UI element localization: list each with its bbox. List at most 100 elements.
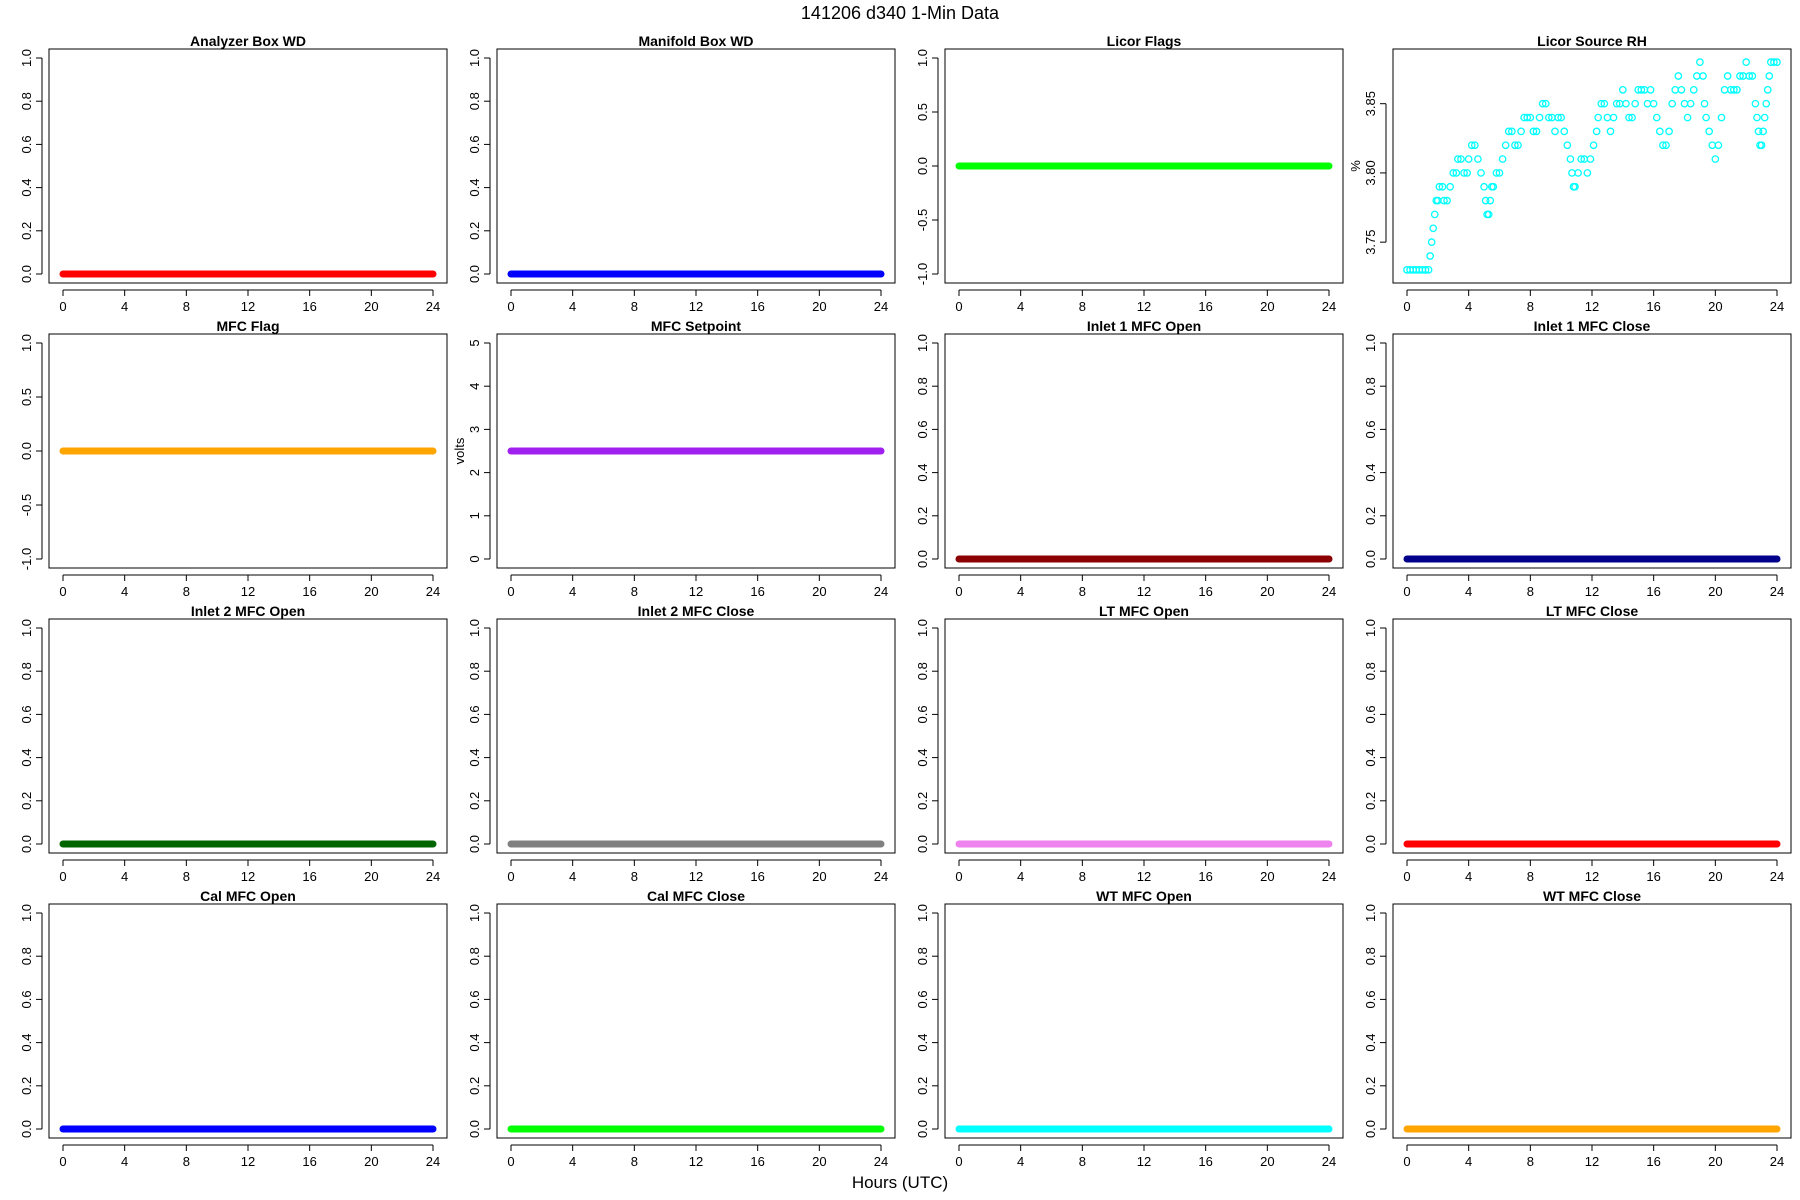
x-tick-label: 4 xyxy=(1017,299,1024,314)
y-tick-label: 1.0 xyxy=(467,619,482,637)
y-tick-label: 0.8 xyxy=(1363,947,1378,965)
y-tick-label: 0.8 xyxy=(1363,377,1378,395)
data-point xyxy=(1529,127,1538,136)
x-tick-label: 0 xyxy=(955,299,962,314)
x-tick-label: 8 xyxy=(183,869,190,884)
y-axis: 0.0 0.2 0.4 0.6 0.8 1.0 xyxy=(915,904,939,1138)
y-axis: 0.0 0.2 0.4 0.6 0.8 1.0 xyxy=(1363,904,1387,1138)
y-tick-label: 3.85 xyxy=(1363,91,1378,116)
y-tick-label: 0.8 xyxy=(19,92,34,110)
data-point xyxy=(1535,113,1544,122)
data-point xyxy=(1429,224,1438,233)
data-point xyxy=(1460,169,1468,177)
data-point xyxy=(1700,99,1709,108)
y-tick-label: -1.0 xyxy=(915,263,930,285)
x-tick-label: 0 xyxy=(1403,869,1410,884)
x-tick-label: 20 xyxy=(364,299,378,314)
y-tick-label: 0.4 xyxy=(1363,464,1378,482)
x-tick-label: 24 xyxy=(1770,584,1784,599)
y-axis: -1.0 -0.5 0.0 0.5 1.0 xyxy=(915,49,939,285)
y-axis-label: % xyxy=(1348,160,1363,172)
y-tick-label: 1.0 xyxy=(19,49,34,67)
x-tick-label: 8 xyxy=(1527,1154,1534,1169)
data-point xyxy=(1464,155,1473,163)
panel-title: Analyzer Box WD xyxy=(190,33,306,49)
x-tick-label: 0 xyxy=(955,584,962,599)
x-tick-label: 12 xyxy=(689,869,703,884)
panel-title: WT MFC Close xyxy=(1543,888,1641,904)
data-point xyxy=(1699,72,1707,80)
y-tick-label: 0.0 xyxy=(19,1120,34,1138)
data-point xyxy=(1748,72,1757,80)
x-tick-label: 20 xyxy=(1260,299,1274,314)
y-tick-label: 0.0 xyxy=(915,157,930,175)
panel: Licor Source RH 0 4 8 12 16 20 24 3.75 3.80 3.85% xyxy=(1348,33,1792,314)
y-tick-label: 0.4 xyxy=(19,1034,34,1052)
data-point xyxy=(1574,169,1582,177)
y-axis-label: volts xyxy=(452,437,467,464)
y-tick-label: 3 xyxy=(467,426,482,433)
data-point xyxy=(1733,85,1741,94)
x-tick-label: 20 xyxy=(1708,584,1722,599)
y-tick-label: 0 xyxy=(467,555,482,562)
data-point xyxy=(1723,72,1732,80)
y-tick-label: 0.4 xyxy=(19,749,34,767)
x-axis: 0 4 8 12 16 20 24 xyxy=(955,1144,1336,1169)
data-point xyxy=(1677,85,1686,94)
y-tick-label: 0.6 xyxy=(1363,705,1378,723)
data-point xyxy=(1729,85,1738,94)
plot-frame xyxy=(496,333,896,569)
y-tick-label: 1.0 xyxy=(915,619,930,637)
y-tick-label: 0.2 xyxy=(19,222,34,240)
x-tick-label: 16 xyxy=(1646,584,1660,599)
y-tick-label: 0.4 xyxy=(467,749,482,767)
data-point xyxy=(1454,155,1462,163)
data-point xyxy=(1745,72,1754,80)
y-tick-label: 0.6 xyxy=(1363,420,1378,438)
y-tick-label: 1.0 xyxy=(1363,904,1378,922)
data-point xyxy=(1551,127,1559,136)
y-tick-label: 0.4 xyxy=(915,1034,930,1052)
panel: MFC Flag 0 4 8 12 16 20 24 -1.0 -0.5 0.0 0.5 1.0 xyxy=(19,318,448,599)
x-tick-label: 12 xyxy=(1137,299,1151,314)
y-tick-label: 0.2 xyxy=(19,1077,34,1095)
y-tick-label: 0.6 xyxy=(915,420,930,438)
x-tick-label: 16 xyxy=(1646,1154,1660,1169)
x-tick-label: 24 xyxy=(1322,1154,1336,1169)
x-tick-label: 4 xyxy=(1465,869,1472,884)
panel-title: Cal MFC Close xyxy=(647,888,745,904)
data-point xyxy=(1560,127,1569,136)
data-point xyxy=(1665,127,1673,136)
plot-frame xyxy=(944,48,1344,284)
x-tick-label: 8 xyxy=(1079,299,1086,314)
data-point xyxy=(1538,99,1547,108)
x-tick-label: 24 xyxy=(1770,299,1784,314)
data-point xyxy=(1495,169,1504,177)
data-point xyxy=(1736,72,1744,80)
y-tick-label: 0.8 xyxy=(19,662,34,680)
data-point xyxy=(1742,58,1751,67)
y-tick-label: 0.0 xyxy=(1363,1120,1378,1138)
plot-frame xyxy=(1392,618,1792,854)
x-axis: 0 4 8 12 16 20 24 xyxy=(1403,859,1784,884)
x-axis: 0 4 8 12 16 20 24 xyxy=(955,289,1336,314)
panel: WT MFC Open 0 4 8 12 16 20 24 0.0 0.2 0.4 0.6 0.8 1.0 xyxy=(915,888,1344,1169)
y-tick-label: 0.0 xyxy=(467,265,482,283)
data-point xyxy=(1514,141,1522,150)
data-point xyxy=(1474,155,1482,163)
plot-frame xyxy=(48,618,448,854)
x-axis: 0 4 8 12 16 20 24 xyxy=(507,859,888,884)
y-axis: 0 1 2 3 4 5 xyxy=(467,339,491,563)
data-point xyxy=(1757,141,1766,150)
y-tick-label: 0.0 xyxy=(19,835,34,853)
panel-title: LT MFC Open xyxy=(1099,603,1189,619)
x-tick-label: 8 xyxy=(631,584,638,599)
x-tick-label: 4 xyxy=(1017,584,1024,599)
data-point xyxy=(1511,141,1519,150)
x-axis: 0 4 8 12 16 20 24 xyxy=(59,289,440,314)
x-tick-label: 8 xyxy=(1527,299,1534,314)
panel-title: MFC Setpoint xyxy=(651,318,742,334)
y-tick-label: 1.0 xyxy=(19,904,34,922)
y-tick-label: 0.2 xyxy=(1363,792,1378,810)
